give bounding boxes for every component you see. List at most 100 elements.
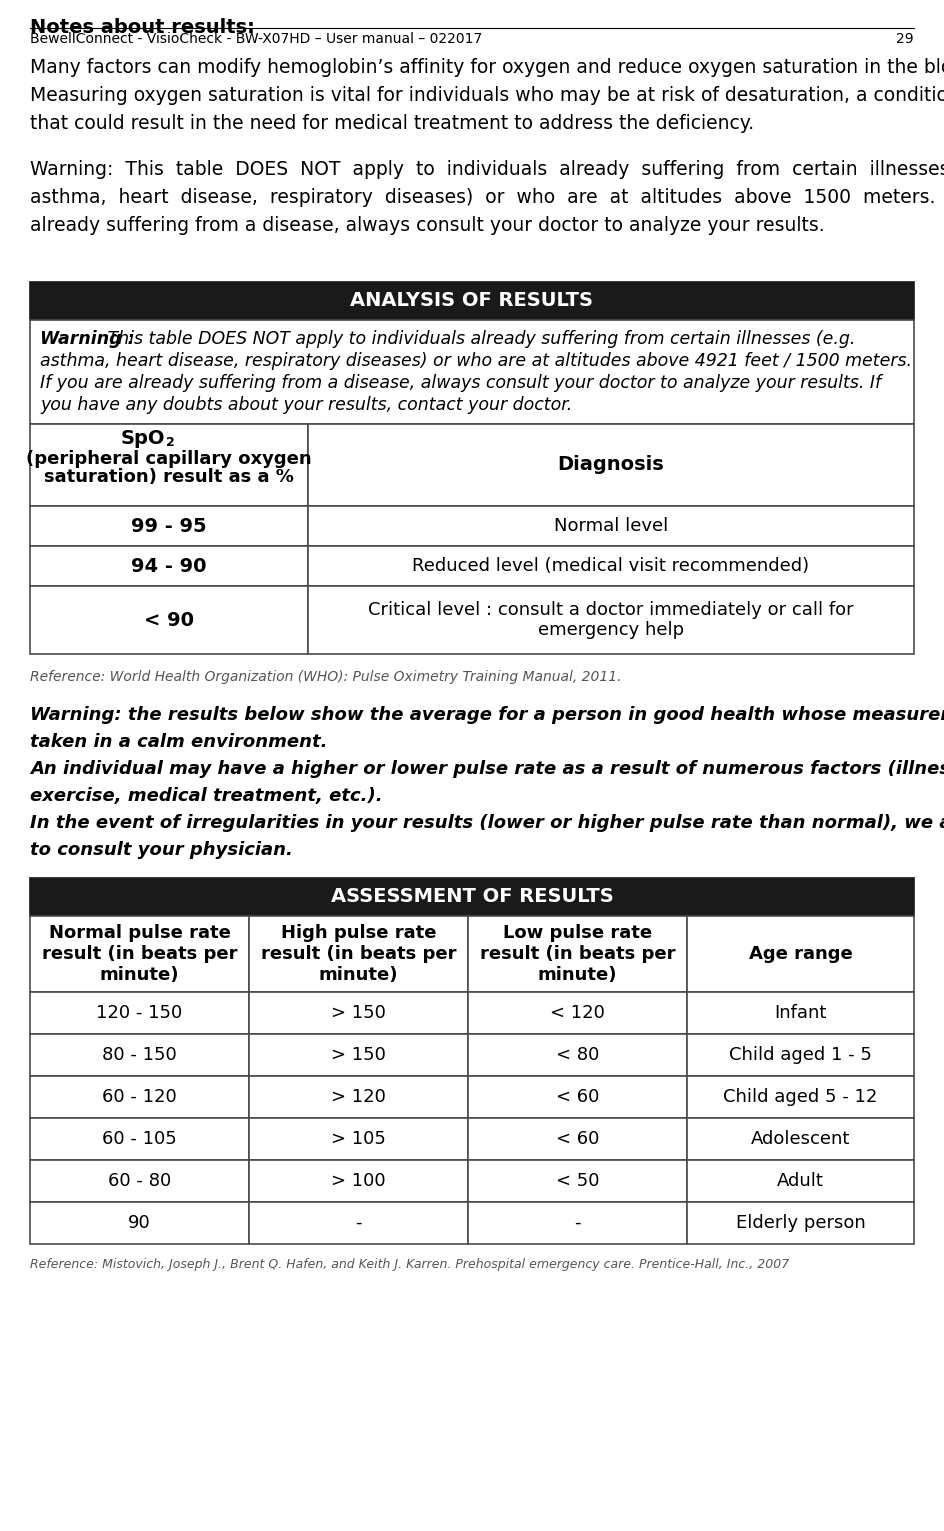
Bar — [30, 282, 914, 320]
Text: minute): minute) — [538, 966, 617, 984]
Text: Critical level : consult a doctor immediately or call for: Critical level : consult a doctor immedi… — [368, 602, 853, 619]
Text: If you are already suffering from a disease, always consult your doctor to analy: If you are already suffering from a dise… — [40, 374, 881, 392]
Text: -: - — [574, 1214, 581, 1232]
Text: 99 - 95: 99 - 95 — [131, 516, 207, 536]
Bar — [30, 586, 308, 654]
Bar — [30, 424, 308, 507]
Text: Warning:  This  table  DOES  NOT  apply  to  individuals  already  suffering  fr: Warning: This table DOES NOT apply to in… — [30, 161, 944, 179]
Bar — [249, 1160, 468, 1202]
Text: minute): minute) — [100, 966, 179, 984]
Text: > 100: > 100 — [331, 1173, 386, 1190]
Text: This table DOES NOT apply to individuals already suffering from certain illnesse: This table DOES NOT apply to individuals… — [102, 331, 855, 348]
Bar — [308, 424, 914, 507]
Text: Many factors can modify hemoglobin’s affinity for oxygen and reduce oxygen satur: Many factors can modify hemoglobin’s aff… — [30, 58, 944, 77]
Text: minute): minute) — [319, 966, 398, 984]
Bar — [468, 1160, 687, 1202]
Bar — [687, 916, 914, 992]
Bar — [30, 1033, 249, 1076]
Text: already suffering from a disease, always consult your doctor to analyze your res: already suffering from a disease, always… — [30, 216, 825, 234]
Text: 60 - 80: 60 - 80 — [108, 1173, 171, 1190]
Bar — [249, 992, 468, 1033]
Text: ASSESSMENT OF RESULTS: ASSESSMENT OF RESULTS — [330, 888, 614, 906]
Text: < 80: < 80 — [556, 1046, 599, 1064]
Text: -: - — [355, 1214, 362, 1232]
Text: Child aged 1 - 5: Child aged 1 - 5 — [729, 1046, 872, 1064]
Bar — [30, 320, 914, 424]
Text: 94 - 90: 94 - 90 — [131, 556, 207, 576]
Text: (peripheral capillary oxygen: (peripheral capillary oxygen — [26, 450, 312, 468]
Text: Adolescent: Adolescent — [750, 1130, 851, 1148]
Bar — [30, 1076, 249, 1118]
Text: SpO: SpO — [121, 430, 165, 449]
Bar — [468, 992, 687, 1033]
Text: Adult: Adult — [777, 1173, 824, 1190]
Text: saturation) result as a %: saturation) result as a % — [44, 468, 294, 485]
Bar — [687, 1118, 914, 1160]
Text: Warning: the results below show the average for a person in good health whose me: Warning: the results below show the aver… — [30, 706, 944, 724]
Text: ANALYSIS OF RESULTS: ANALYSIS OF RESULTS — [350, 291, 594, 311]
Text: Notes about results:: Notes about results: — [30, 18, 255, 37]
Text: Measuring oxygen saturation is vital for individuals who may be at risk of desat: Measuring oxygen saturation is vital for… — [30, 86, 944, 106]
Bar — [468, 1118, 687, 1160]
Text: In the event of irregularities in your results (lower or higher pulse rate than : In the event of irregularities in your r… — [30, 814, 944, 831]
Text: result (in beats per: result (in beats per — [42, 945, 237, 963]
Text: Normal pulse rate: Normal pulse rate — [48, 925, 230, 942]
Text: emergency help: emergency help — [538, 622, 684, 638]
Text: Elderly person: Elderly person — [735, 1214, 866, 1232]
Text: 60 - 120: 60 - 120 — [102, 1089, 177, 1105]
Text: Child aged 5 - 12: Child aged 5 - 12 — [723, 1089, 878, 1105]
Bar — [249, 1076, 468, 1118]
Bar — [468, 1076, 687, 1118]
Text: Low pulse rate: Low pulse rate — [503, 925, 652, 942]
Text: result (in beats per: result (in beats per — [261, 945, 456, 963]
Text: taken in a calm environment.: taken in a calm environment. — [30, 733, 328, 752]
Bar — [687, 992, 914, 1033]
Text: you have any doubts about your results, contact your doctor.: you have any doubts about your results, … — [40, 397, 572, 413]
Bar — [30, 507, 308, 547]
Text: > 105: > 105 — [331, 1130, 386, 1148]
Text: BewellConnect - VisioCheck - BW-X07HD – User manual – 022017: BewellConnect - VisioCheck - BW-X07HD – … — [30, 32, 482, 46]
Text: Reduced level (medical visit recommended): Reduced level (medical visit recommended… — [413, 557, 810, 576]
Bar — [30, 916, 249, 992]
Bar — [687, 1076, 914, 1118]
Bar — [308, 547, 914, 586]
Text: < 60: < 60 — [556, 1089, 599, 1105]
Text: exercise, medical treatment, etc.).: exercise, medical treatment, etc.). — [30, 787, 382, 805]
Bar — [30, 1160, 249, 1202]
Bar — [30, 877, 914, 916]
Bar — [249, 1033, 468, 1076]
Bar — [30, 992, 249, 1033]
Bar — [308, 586, 914, 654]
Text: that could result in the need for medical treatment to address the deficiency.: that could result in the need for medica… — [30, 113, 754, 133]
Bar — [249, 1202, 468, 1245]
Bar — [468, 1202, 687, 1245]
Text: 29: 29 — [897, 32, 914, 46]
Text: asthma,  heart  disease,  respiratory  diseases)  or  who  are  at  altitudes  a: asthma, heart disease, respiratory disea… — [30, 188, 944, 207]
Text: > 150: > 150 — [331, 1046, 386, 1064]
Bar — [687, 1160, 914, 1202]
Bar — [687, 1202, 914, 1245]
Text: 2: 2 — [166, 436, 175, 450]
Bar — [468, 1033, 687, 1076]
Text: Normal level: Normal level — [554, 517, 668, 534]
Text: < 90: < 90 — [144, 611, 194, 629]
Text: < 50: < 50 — [556, 1173, 599, 1190]
Text: Age range: Age range — [749, 945, 852, 963]
Bar — [30, 1118, 249, 1160]
Text: < 120: < 120 — [550, 1004, 605, 1023]
Text: > 150: > 150 — [331, 1004, 386, 1023]
Text: High pulse rate: High pulse rate — [280, 925, 436, 942]
Bar — [687, 1033, 914, 1076]
Bar — [468, 916, 687, 992]
Text: 60 - 105: 60 - 105 — [102, 1130, 177, 1148]
Bar — [30, 547, 308, 586]
Text: Reference: World Health Organization (WHO): Pulse Oximetry Training Manual, 2011: Reference: World Health Organization (WH… — [30, 671, 621, 684]
Text: > 120: > 120 — [331, 1089, 386, 1105]
Text: An individual may have a higher or lower pulse rate as a result of numerous fact: An individual may have a higher or lower… — [30, 759, 944, 778]
Text: asthma, heart disease, respiratory diseases) or who are at altitudes above 4921 : asthma, heart disease, respiratory disea… — [40, 352, 912, 371]
Text: Warning :: Warning : — [40, 331, 135, 348]
Bar — [249, 916, 468, 992]
Text: Diagnosis: Diagnosis — [558, 456, 665, 475]
Text: to consult your physician.: to consult your physician. — [30, 841, 293, 859]
Text: result (in beats per: result (in beats per — [480, 945, 675, 963]
